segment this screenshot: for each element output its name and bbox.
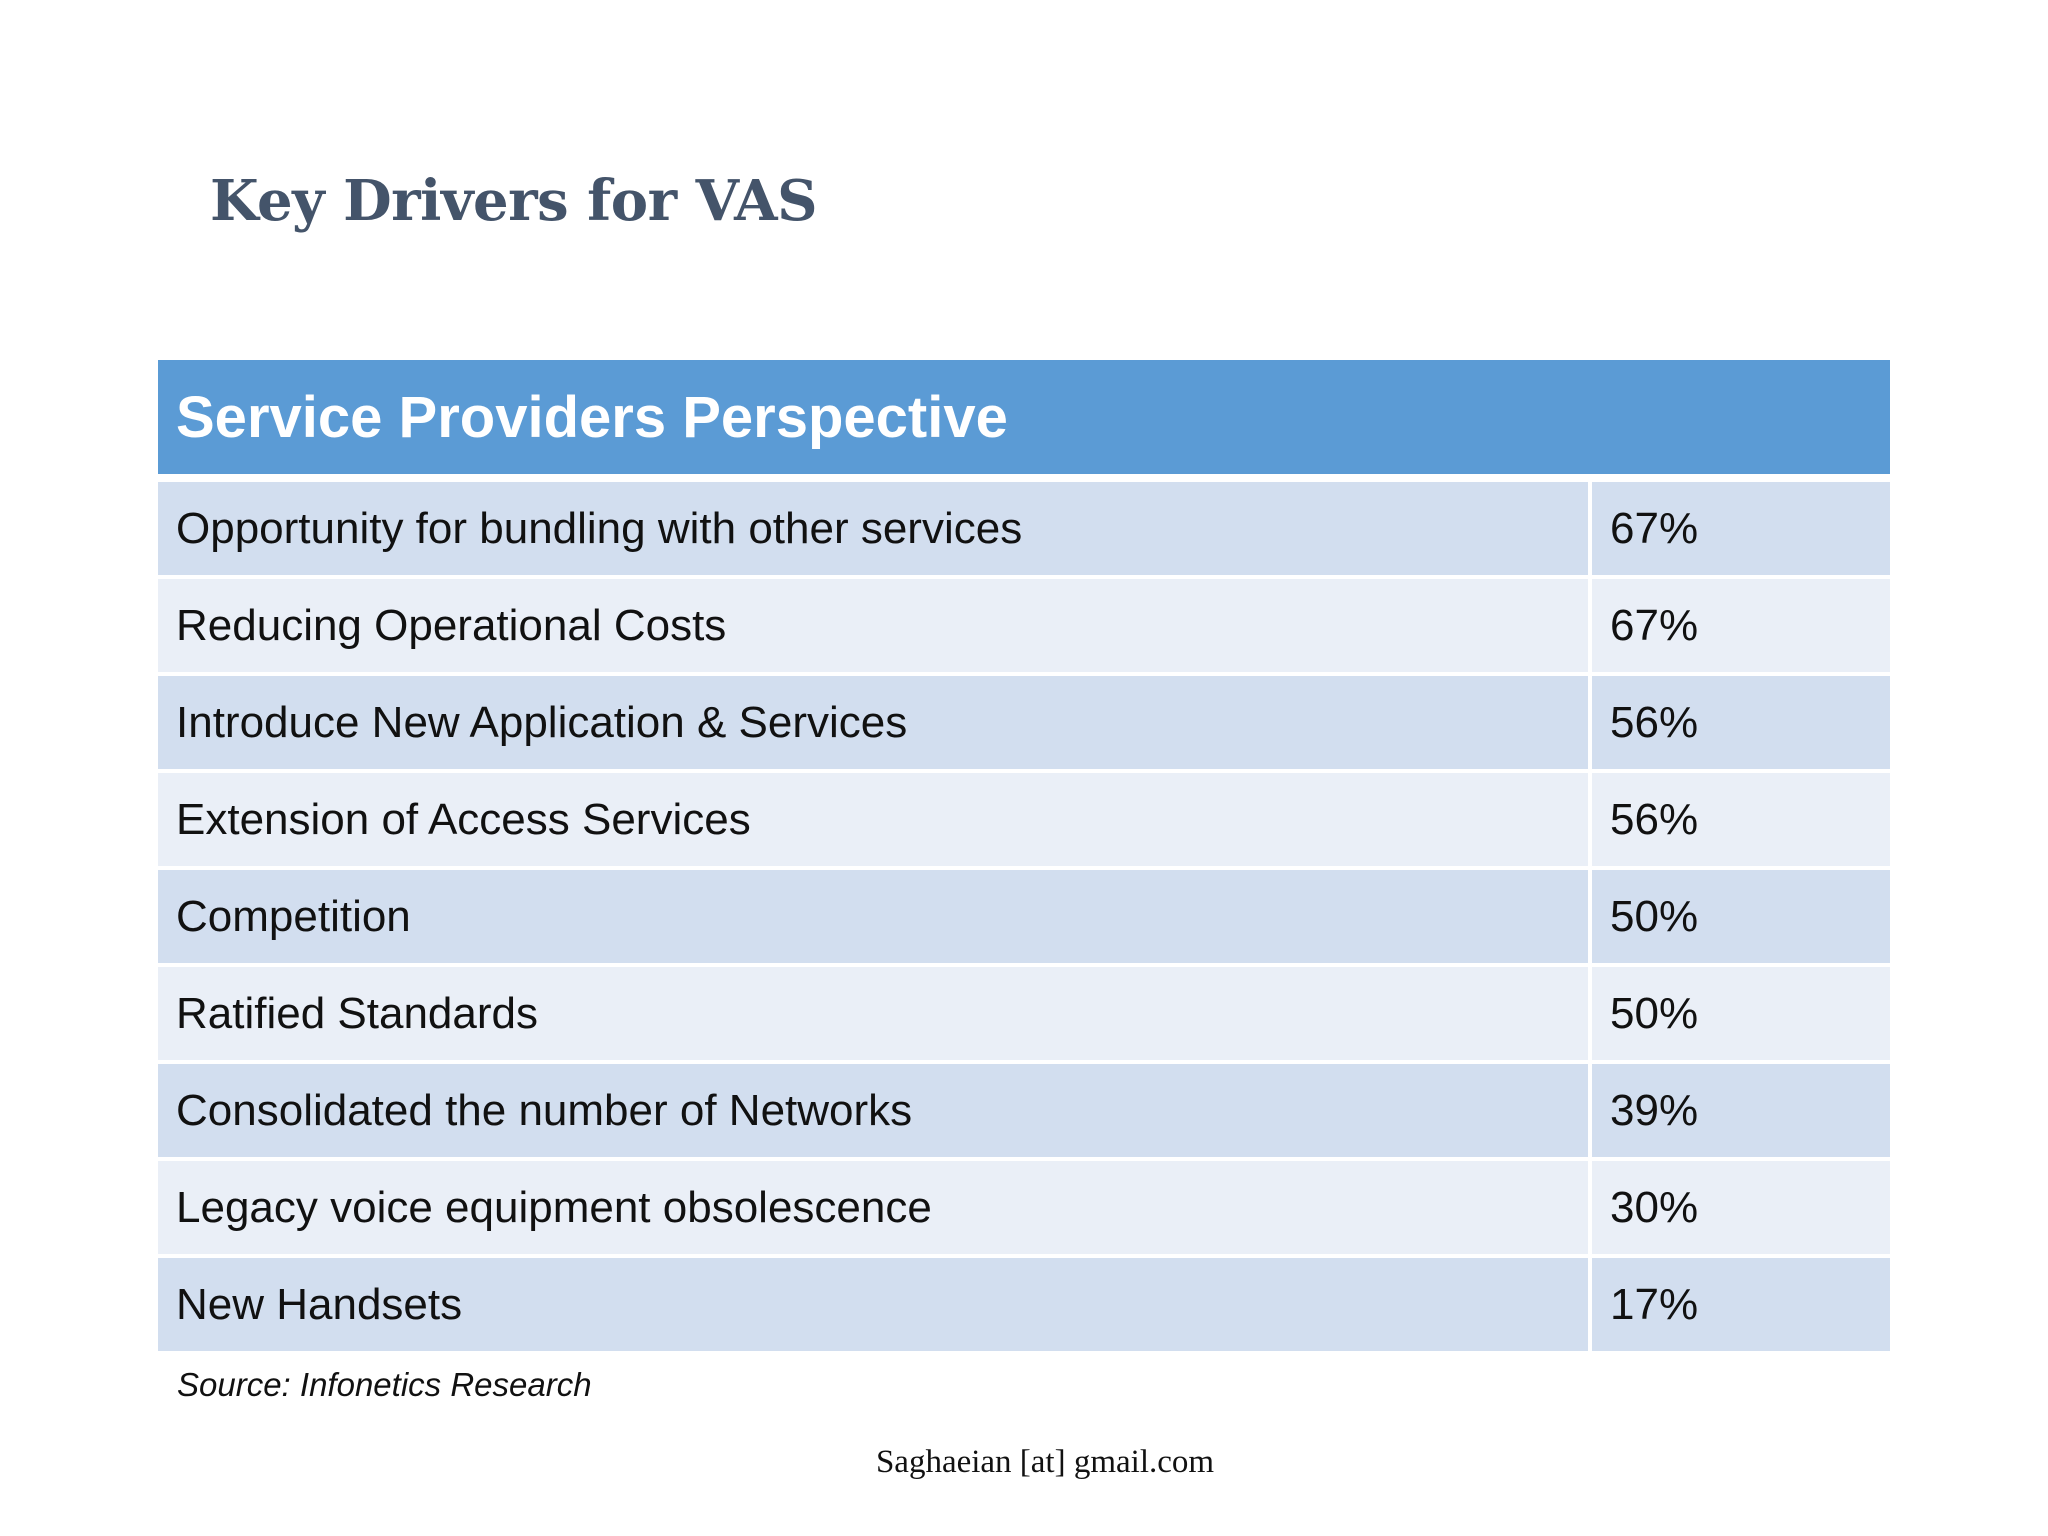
table-row: Extension of Access Services 56%	[158, 771, 1891, 870]
driver-percentage: 67%	[1587, 577, 1891, 676]
driver-label: Consolidated the number of Networks	[158, 1062, 1590, 1161]
driver-label: Competition	[158, 868, 1590, 967]
source-note: Source: Infonetics Research	[177, 1366, 592, 1403]
driver-percentage: 67%	[1587, 478, 1891, 579]
table-header: Service Providers Perspective	[158, 360, 1891, 482]
table-row: New Handsets 17%	[158, 1256, 1891, 1351]
driver-percentage: 30%	[1587, 1159, 1891, 1258]
driver-label: New Handsets	[158, 1256, 1590, 1351]
table-row: Legacy voice equipment obsolescence 30%	[158, 1159, 1891, 1258]
driver-label: Reducing Operational Costs	[158, 577, 1590, 676]
driver-label: Extension of Access Services	[158, 771, 1590, 870]
slide-title: Key Drivers for VAS	[210, 168, 818, 234]
drivers-table-container: Service Providers Perspective Opportunit…	[158, 360, 1891, 1351]
drivers-table: Service Providers Perspective Opportunit…	[158, 360, 1891, 1351]
footer-contact: Saghaeian [at] gmail.com	[875, 1444, 1215, 1480]
driver-label: Legacy voice equipment obsolescence	[158, 1159, 1590, 1258]
table-header-row: Service Providers Perspective	[158, 360, 1891, 482]
table-row: Introduce New Application & Services 56%	[158, 674, 1891, 773]
driver-percentage: 56%	[1587, 771, 1891, 870]
table-row: Consolidated the number of Networks 39%	[158, 1062, 1891, 1161]
driver-label: Introduce New Application & Services	[158, 674, 1590, 773]
table-row: Reducing Operational Costs 67%	[158, 577, 1891, 676]
driver-label: Opportunity for bundling with other serv…	[158, 478, 1590, 579]
driver-percentage: 39%	[1587, 1062, 1891, 1161]
table-row: Ratified Standards 50%	[158, 965, 1891, 1064]
driver-percentage: 50%	[1587, 965, 1891, 1064]
table-row: Competition 50%	[158, 868, 1891, 967]
driver-label: Ratified Standards	[158, 965, 1590, 1064]
driver-percentage: 56%	[1587, 674, 1891, 773]
driver-percentage: 50%	[1587, 868, 1891, 967]
driver-percentage: 17%	[1587, 1256, 1891, 1351]
table-row: Opportunity for bundling with other serv…	[158, 478, 1891, 579]
